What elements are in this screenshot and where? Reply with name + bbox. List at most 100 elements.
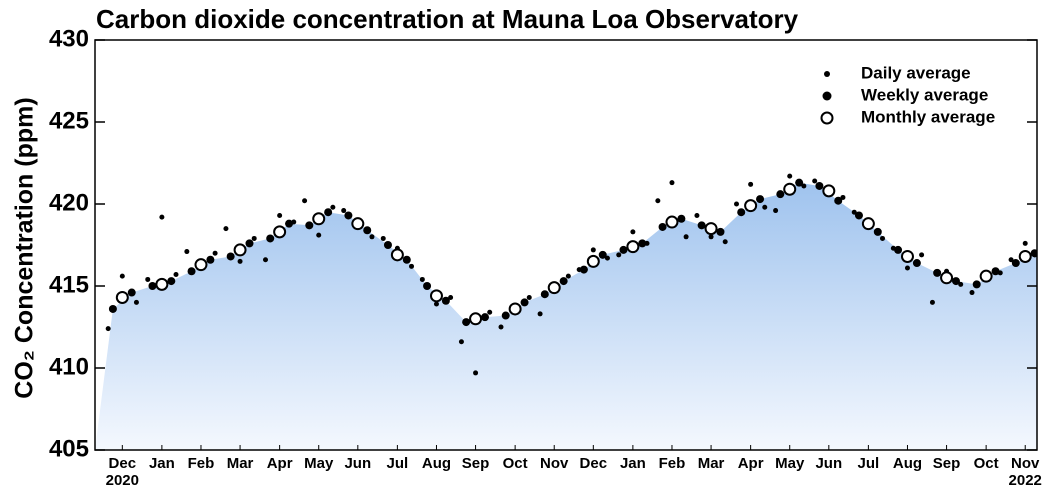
data-point xyxy=(880,235,886,241)
data-point xyxy=(330,204,336,210)
data-point xyxy=(665,215,679,229)
data-point xyxy=(119,273,125,279)
data-point xyxy=(237,258,243,264)
data-point xyxy=(448,294,454,300)
data-point xyxy=(520,298,529,307)
x-tick-label: Feb xyxy=(188,455,215,472)
data-point xyxy=(851,209,857,215)
data-point xyxy=(795,178,804,187)
data-point xyxy=(933,268,942,277)
data-point xyxy=(105,326,111,332)
data-point xyxy=(487,309,493,315)
data-point xyxy=(285,219,294,228)
data-point xyxy=(273,225,287,239)
x-tick-label: Aug xyxy=(893,455,922,472)
x-tick-label: Feb xyxy=(659,455,686,472)
y-tick-label: 410 xyxy=(49,353,89,380)
data-point xyxy=(579,265,588,274)
x-tick-label: Jan xyxy=(149,455,175,472)
data-point xyxy=(351,217,365,231)
data-point xyxy=(958,281,964,287)
data-point xyxy=(630,229,636,235)
data-point xyxy=(159,214,165,220)
data-point xyxy=(912,259,921,268)
data-point xyxy=(145,276,151,282)
data-point xyxy=(638,239,647,248)
data-point xyxy=(658,222,667,231)
year-label: 2020 xyxy=(106,472,139,489)
data-point xyxy=(708,234,714,240)
data-point xyxy=(363,226,372,235)
data-point xyxy=(108,304,117,313)
x-tick-label: Aug xyxy=(422,455,451,472)
x-tick-label: Dec xyxy=(109,455,137,472)
x-tick-label: Apr xyxy=(267,455,293,472)
data-point xyxy=(565,273,571,279)
data-point xyxy=(979,269,993,283)
legend-marker xyxy=(822,91,832,101)
data-point xyxy=(776,190,785,199)
plot-frame xyxy=(94,39,1038,451)
data-point xyxy=(226,252,235,261)
data-point xyxy=(148,282,157,290)
data-point xyxy=(669,180,675,186)
data-point xyxy=(929,299,935,305)
data-point xyxy=(1022,240,1028,246)
data-point xyxy=(604,255,610,261)
x-tick-label: Sep xyxy=(933,455,961,472)
data-point xyxy=(1008,257,1014,263)
data-point xyxy=(783,182,797,196)
data-point xyxy=(433,301,439,307)
data-point xyxy=(840,194,846,200)
data-point xyxy=(206,255,215,264)
data-point xyxy=(951,277,960,286)
x-tick-label: Oct xyxy=(974,455,999,472)
data-point xyxy=(834,196,843,205)
x-tick-label: Nov xyxy=(540,455,569,472)
x-tick-label: Sep xyxy=(462,455,490,472)
data-point xyxy=(480,313,489,322)
data-point xyxy=(537,311,543,317)
data-point xyxy=(972,280,981,289)
x-tick-label: Jul xyxy=(858,455,880,472)
y-tick-label: 415 xyxy=(49,271,89,298)
data-point xyxy=(380,235,386,241)
data-point xyxy=(369,234,375,240)
x-tick-label: Jul xyxy=(387,455,409,472)
data-point xyxy=(423,282,432,290)
data-point xyxy=(861,217,875,231)
data-point xyxy=(312,212,326,226)
data-point xyxy=(251,235,257,241)
legend-label: Daily average xyxy=(861,63,971,82)
data-point xyxy=(787,173,793,179)
data-point xyxy=(940,271,954,285)
data-point xyxy=(756,195,765,204)
x-tick-label: Oct xyxy=(503,455,528,472)
data-point xyxy=(812,178,818,184)
y-tick-label: 425 xyxy=(49,107,89,134)
data-point xyxy=(526,294,532,300)
data-point xyxy=(277,212,283,218)
data-point xyxy=(127,288,136,297)
data-point xyxy=(619,245,628,254)
data-point xyxy=(302,198,308,204)
x-tick-label: Apr xyxy=(738,455,764,472)
data-point xyxy=(305,221,314,230)
data-point xyxy=(744,199,758,213)
data-point xyxy=(390,248,404,262)
data-point xyxy=(419,276,425,282)
data-point xyxy=(854,211,863,220)
x-tick-label: Jun xyxy=(815,455,842,472)
x-tick-label: May xyxy=(304,455,334,472)
x-tick-label: Nov xyxy=(1011,455,1040,472)
data-point xyxy=(187,267,196,276)
data-point xyxy=(722,239,728,245)
data-point xyxy=(462,318,471,327)
data-point xyxy=(324,208,333,217)
data-point xyxy=(498,324,504,330)
data-point xyxy=(590,247,596,253)
x-tick-label: Jan xyxy=(620,455,646,472)
data-point xyxy=(316,232,322,238)
data-point xyxy=(598,250,607,259)
